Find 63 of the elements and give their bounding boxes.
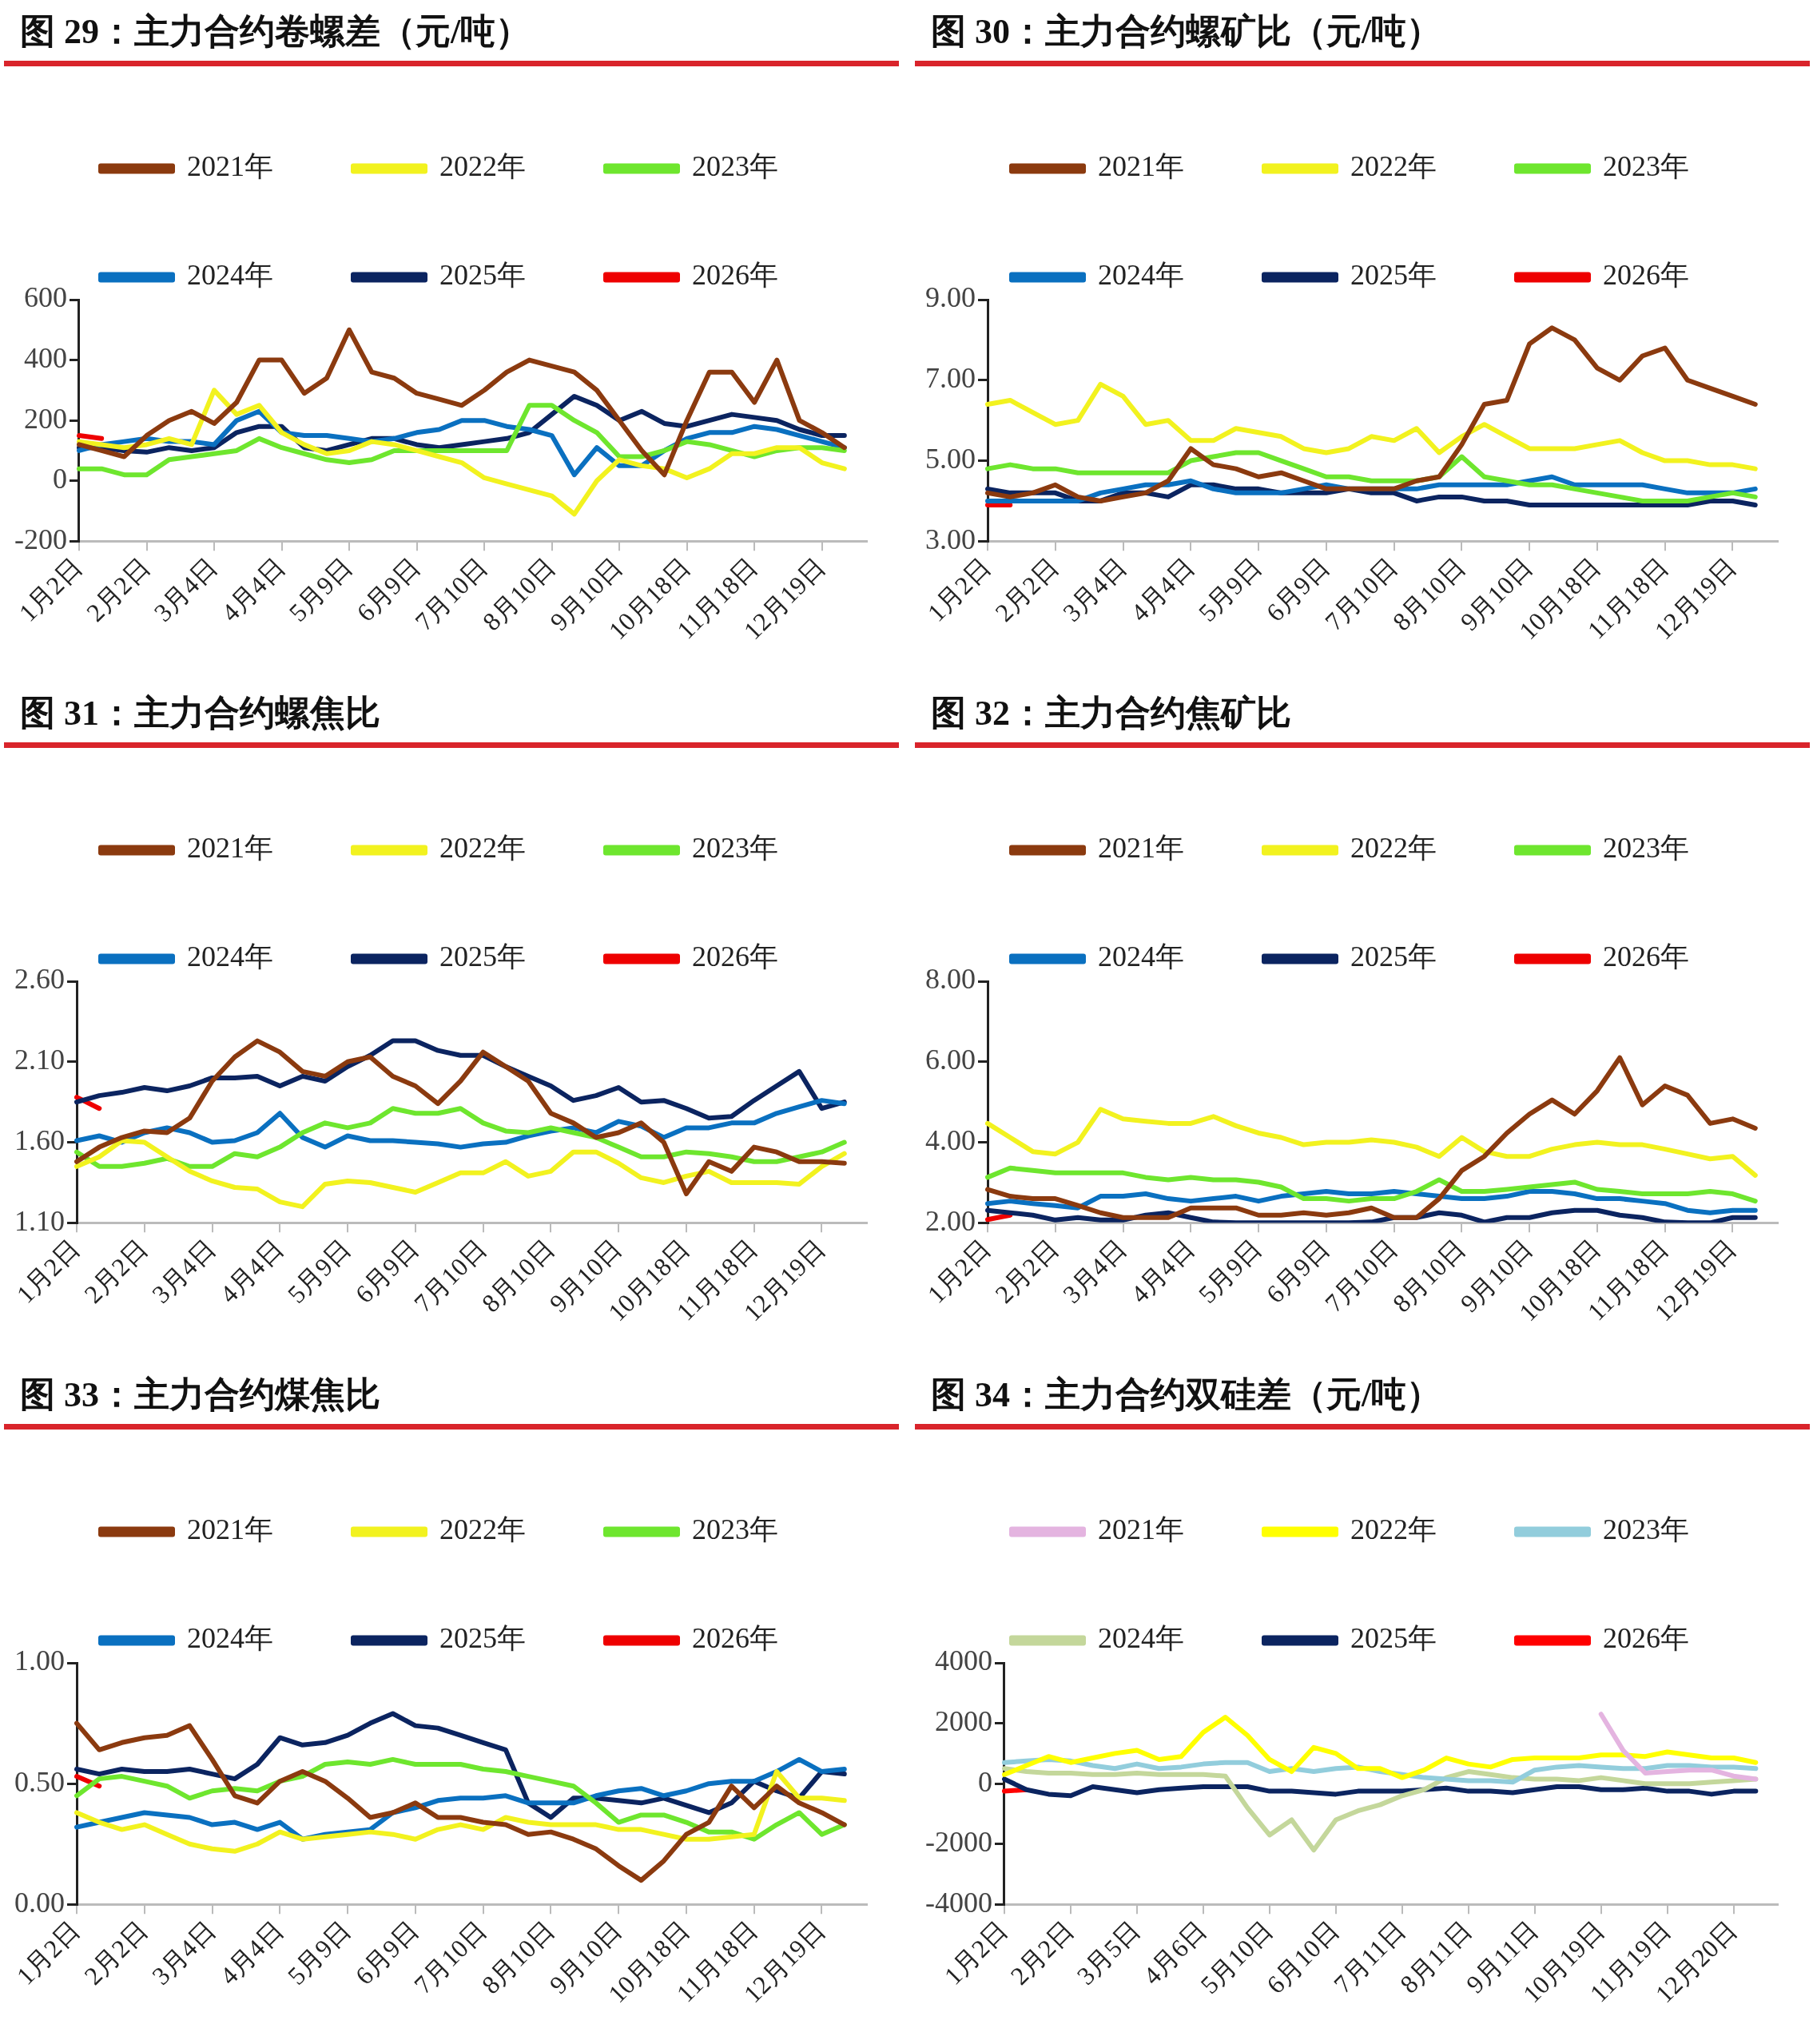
legend-label: 2024年 <box>1098 1622 1184 1655</box>
legend-label: 2022年 <box>1350 832 1437 865</box>
legend-label: 2021年 <box>1098 832 1184 865</box>
legend-label: 2022年 <box>439 832 526 865</box>
y-tick-label: 7.00 <box>925 362 976 395</box>
legend-label: 2022年 <box>439 1513 526 1546</box>
y-tick-label: 4000 <box>934 1644 992 1677</box>
legend-label: 2025年 <box>1350 1622 1437 1655</box>
legend-label: 2023年 <box>692 150 778 183</box>
legend-label: 2023年 <box>1603 832 1689 865</box>
legend-label: 2022年 <box>1350 150 1437 183</box>
legend-label: 2021年 <box>187 150 273 183</box>
y-tick-label: 0 <box>52 463 67 495</box>
chart-title: 图 33：主力合约煤焦比 <box>4 1371 899 1430</box>
y-tick-label: 0.50 <box>14 1765 65 1798</box>
legend-label: 2023年 <box>692 832 778 865</box>
legend-label: 2023年 <box>692 1513 778 1546</box>
y-tick-label: 8.00 <box>925 963 976 996</box>
legend-label: 2024年 <box>1098 940 1184 973</box>
y-tick-label: 1.00 <box>14 1644 65 1677</box>
legend-label: 2024年 <box>187 1622 273 1655</box>
legend-label: 2026年 <box>1603 1622 1689 1655</box>
chart-title: 图 32：主力合约焦矿比 <box>915 690 1810 748</box>
legend-label: 2023年 <box>1603 1513 1689 1546</box>
legend-label: 2025年 <box>439 1622 526 1655</box>
y-tick-label: -200 <box>14 523 67 555</box>
legend-label: 2026年 <box>1603 259 1689 292</box>
legend-label: 2026年 <box>692 1622 778 1655</box>
y-tick-label: 4.00 <box>925 1124 976 1157</box>
y-tick-label: 1.60 <box>14 1124 65 1157</box>
legend-label: 2025年 <box>1350 940 1437 973</box>
y-tick-label: 600 <box>23 281 67 314</box>
y-tick-label: -4000 <box>924 1886 992 1919</box>
legend-label: 2021年 <box>1098 1513 1184 1546</box>
y-tick-label: 5.00 <box>925 443 976 475</box>
legend-label: 2025年 <box>1350 259 1437 292</box>
y-tick-label: -2000 <box>924 1826 992 1859</box>
chart-title: 图 29：主力合约卷螺差（元/吨） <box>4 8 899 66</box>
legend-label: 2025年 <box>439 940 526 973</box>
legend-label: 2022年 <box>1350 1513 1437 1546</box>
legend-label: 2021年 <box>187 1513 273 1546</box>
y-tick-label: 2000 <box>934 1705 992 1738</box>
legend-label: 2021年 <box>187 832 273 865</box>
y-tick-label: 0 <box>977 1765 992 1798</box>
legend-label: 2026年 <box>692 940 778 973</box>
legend-label: 2026年 <box>1603 940 1689 973</box>
legend-label: 2025年 <box>439 259 526 292</box>
chart-title: 图 34：主力合约双硅差（元/吨） <box>915 1371 1810 1430</box>
legend-label: 2021年 <box>1098 150 1184 183</box>
legend-label: 2023年 <box>1603 150 1689 183</box>
chart-title: 图 31：主力合约螺焦比 <box>4 690 899 748</box>
legend-label: 2024年 <box>187 940 273 973</box>
y-tick-label: 6.00 <box>925 1044 976 1076</box>
y-tick-label: 400 <box>23 342 67 375</box>
y-tick-label: 2.10 <box>14 1044 65 1076</box>
legend-label: 2024年 <box>1098 259 1184 292</box>
legend-label: 2026年 <box>692 259 778 292</box>
y-tick-label: 200 <box>23 402 67 435</box>
y-tick-label: 2.60 <box>14 963 65 996</box>
y-tick-label: 9.00 <box>925 281 976 314</box>
chart-title: 图 30：主力合约螺矿比（元/吨） <box>915 8 1810 66</box>
legend-label: 2022年 <box>439 150 526 183</box>
legend-label: 2024年 <box>187 259 273 292</box>
